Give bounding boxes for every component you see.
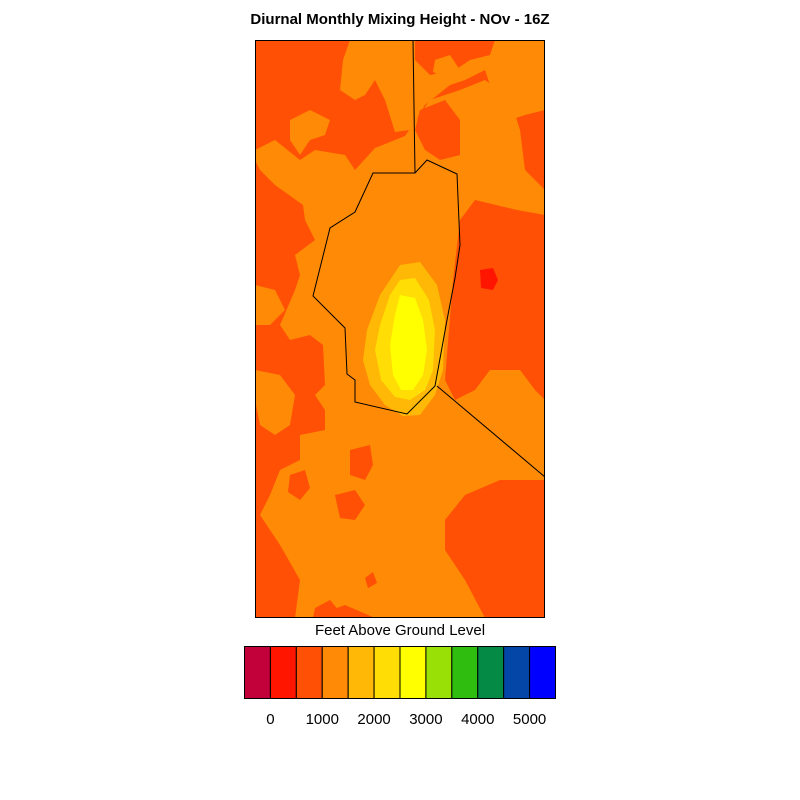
contour-region-redorange-c1 bbox=[350, 445, 373, 480]
contour-region-orange-sw bbox=[255, 370, 295, 435]
colorbar-swatch bbox=[477, 646, 505, 699]
colorbar-tick-label: 0 bbox=[266, 711, 275, 728]
colorbar-swatch bbox=[321, 646, 349, 699]
contour-region-redorange-se bbox=[445, 480, 545, 618]
contour-region-redorange-c2 bbox=[335, 490, 365, 520]
colorbar-label: Feet Above Ground Level bbox=[314, 622, 486, 639]
colorbar-swatch bbox=[399, 646, 427, 699]
contour-region-orange-north bbox=[340, 40, 545, 132]
boundary-polygon bbox=[312, 159, 461, 415]
contour-region-red-spot bbox=[480, 268, 498, 290]
colorbar-swatch bbox=[503, 646, 531, 699]
colorbar-swatch bbox=[269, 646, 297, 699]
contour-region-orange-ne bbox=[433, 55, 460, 78]
colorbar-tick-label: 3000 bbox=[409, 711, 443, 728]
contour-region-redorange-c4 bbox=[365, 572, 377, 588]
colorbar bbox=[244, 646, 556, 699]
colorbar-tick-label: 2000 bbox=[357, 711, 391, 728]
contour-region-redorange-east bbox=[455, 210, 545, 370]
colorbar-swatch bbox=[451, 646, 479, 699]
colorbar-tick-label: 4000 bbox=[461, 711, 495, 728]
colorbar-swatch bbox=[295, 646, 323, 699]
contour-map bbox=[255, 40, 545, 618]
contour-region-redorange-c3 bbox=[288, 470, 310, 500]
contour-region-orange-west bbox=[255, 285, 285, 325]
colorbar-swatch bbox=[529, 646, 556, 699]
map-frame bbox=[255, 40, 545, 618]
colorbar-swatch bbox=[425, 646, 453, 699]
colorbar-svg bbox=[244, 646, 556, 699]
boundary-line-north bbox=[412, 40, 416, 174]
contour-map-svg bbox=[255, 40, 545, 618]
boundary-line-southeast bbox=[436, 385, 545, 478]
colorbar-tick-label: 5000 bbox=[512, 711, 547, 728]
colorbar-swatch bbox=[347, 646, 375, 699]
colorbar-ticks: 0 1000 2000 3000 4000 5000 bbox=[0, 711, 800, 733]
chart-title: Diurnal Monthly Mixing Height - NOv - 16… bbox=[250, 11, 550, 28]
colorbar-swatch bbox=[373, 646, 401, 699]
contour-region-redorange-c5 bbox=[313, 600, 340, 618]
contour-region-redorange-nc bbox=[415, 100, 460, 160]
contour-region-yellow bbox=[390, 295, 427, 390]
contour-region-orange-nw bbox=[290, 110, 330, 155]
colorbar-tick-label: 1000 bbox=[305, 711, 339, 728]
colorbar-swatch bbox=[244, 646, 271, 699]
